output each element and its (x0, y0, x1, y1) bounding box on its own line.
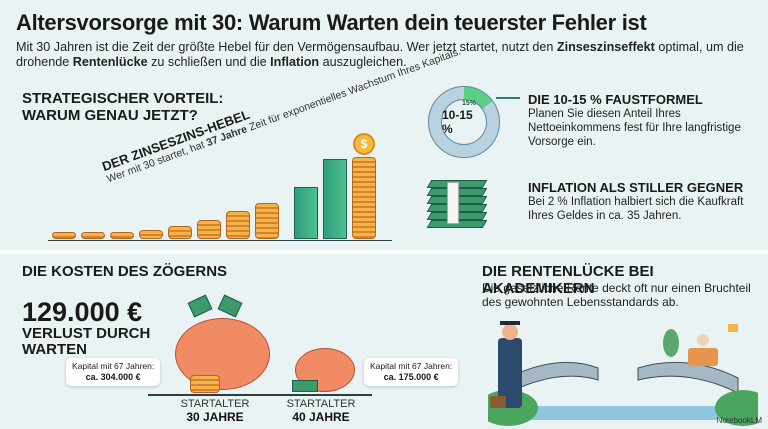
chart-baseline (48, 239, 392, 241)
broken-bridge-illustration (488, 321, 758, 426)
cash-icon (292, 380, 318, 392)
coin-stack (81, 232, 105, 239)
rule-of-thumb-block: DIE 10-15 % FAUSTFORMEL Planen Sie diese… (528, 92, 741, 148)
strategic-heading: STRATEGISCHER VORTEIL: WARUM GENAU JETZT… (22, 90, 224, 124)
page-title: Altersvorsorge mit 30: Warum Warten dein… (16, 10, 647, 35)
pension-gap-text: Die gesetzliche Rente deckt oft nur eine… (482, 281, 751, 309)
coin-stack (52, 232, 76, 239)
ground-line (148, 394, 372, 396)
coin-stack (190, 375, 220, 393)
leader-line (496, 97, 520, 99)
notebooklm-watermark: NotebookLM (716, 416, 762, 425)
dollar-coin-icon: $ (353, 133, 375, 155)
section-divider (0, 250, 768, 254)
coin-stack (255, 203, 279, 239)
inflation-block: INFLATION ALS STILLER GEGNER Bei 2 % Inf… (528, 180, 744, 222)
coin-stack (226, 211, 250, 239)
growth-chart: $ (48, 133, 392, 241)
money-stack-icon (425, 172, 488, 232)
coin-stack (110, 232, 134, 239)
cost-heading: DIE KOSTEN DES ZÖGERNS (22, 263, 228, 280)
capital-callout-40: Kapital mit 67 Jahren: ca. 175.000 € (364, 358, 459, 386)
savings-rate-donut: 10-15 % (428, 86, 500, 158)
growth-bar (323, 159, 347, 239)
coin-stack (197, 220, 221, 239)
coin-stack (168, 226, 192, 239)
donut-slice-label: 15% (462, 100, 477, 107)
cash-icon (187, 294, 213, 318)
coin-stack (139, 230, 163, 239)
loss-amount: 129.000 € (22, 297, 143, 327)
coin-stack (352, 157, 376, 239)
donut-center-label: 10-15 % (441, 99, 487, 145)
pension-gap-heading: DIE RENTENLÜCKE BEI AKADEMIKERN (482, 263, 654, 297)
intro-text: Mit 30 Jahren ist die Zeit der größte He… (16, 40, 744, 69)
growth-bar (294, 187, 318, 239)
loss-label: VERLUST DURCH WARTEN (22, 325, 151, 358)
capital-callout-30: Kapital mit 67 Jahren: ca. 304.000 € (66, 358, 161, 386)
start-age-30: STARTALTER 30 JAHRE (180, 398, 250, 424)
start-age-40: STARTALTER 40 JAHRE (286, 398, 356, 424)
cash-icon (217, 294, 243, 318)
